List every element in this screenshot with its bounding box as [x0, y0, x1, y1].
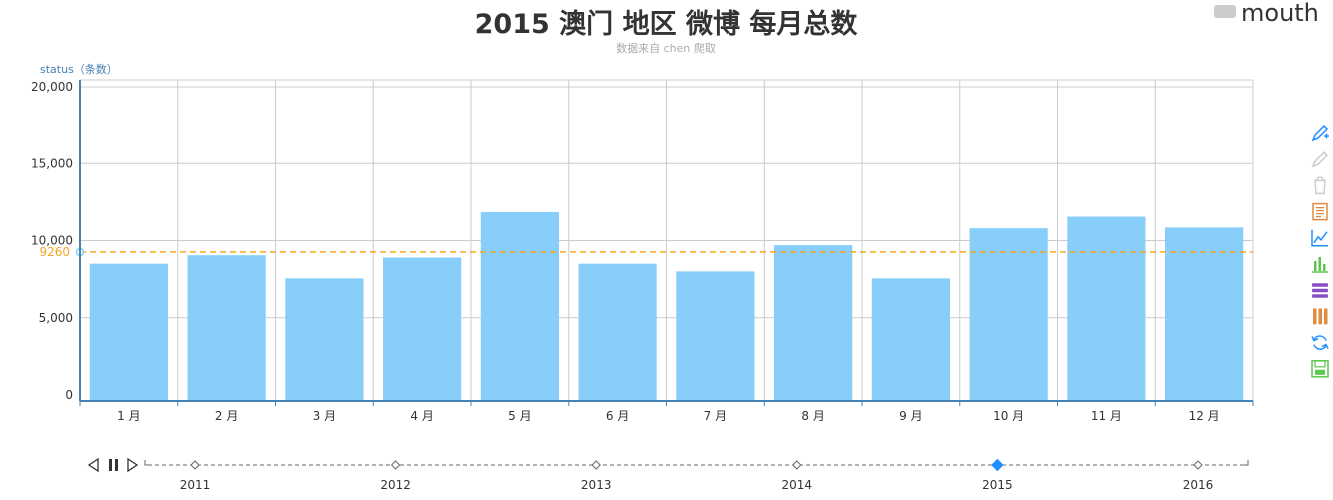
y-tick-label: 0 [65, 388, 73, 402]
toolbox [1311, 124, 1329, 378]
refresh-arrows [1311, 336, 1329, 349]
stack-icon[interactable] [1312, 283, 1328, 298]
mark-line-label: 9260 [39, 245, 70, 259]
timeline-year-label[interactable]: 2014 [782, 478, 813, 492]
bar-series [89, 211, 1244, 401]
bar[interactable] [89, 263, 168, 401]
bar-shape [1323, 264, 1326, 271]
bar-shape [1314, 261, 1317, 271]
bar[interactable] [871, 278, 950, 401]
bar-shape [1318, 257, 1321, 271]
timeline-pause-icon[interactable] [115, 459, 118, 471]
bar[interactable] [383, 257, 462, 401]
timeline-point[interactable] [1193, 460, 1203, 470]
timeline-year-label[interactable]: 2016 [1183, 478, 1214, 492]
x-tick-label: 1 月 [117, 409, 140, 423]
stack-bar [1312, 294, 1328, 298]
x-tick-label: 9 月 [899, 409, 922, 423]
timeline-point[interactable] [991, 458, 1004, 472]
bin-shape [1314, 176, 1326, 195]
disk-slot [1315, 369, 1325, 375]
bar[interactable] [1067, 216, 1146, 401]
x-tick-label: 10 月 [993, 409, 1024, 423]
timeline-pause-icon[interactable] [109, 459, 112, 471]
x-tick-label: 6 月 [606, 409, 629, 423]
legend-swatch[interactable] [1214, 5, 1236, 18]
timeline-point[interactable] [792, 460, 802, 470]
legend[interactable]: mouth [1214, 0, 1319, 27]
line-chart-icon[interactable] [1311, 229, 1328, 247]
bar[interactable] [578, 263, 657, 401]
axes: 0 5,000 10,000 15,000 20,000 1 月 2 月 3 月 4 月 5 月 6… [31, 80, 1254, 423]
x-tick-label: 3 月 [313, 409, 336, 423]
restore-icon[interactable] [1311, 335, 1329, 350]
x-tick-label: 12 月 [1189, 409, 1220, 423]
timeline-start-bracket [144, 460, 149, 466]
timeline-year-label[interactable]: 2015 [982, 478, 1013, 492]
timeline-point[interactable] [390, 460, 401, 470]
x-tick-label: 8 月 [801, 409, 824, 423]
bar[interactable] [285, 278, 364, 401]
mark-undo-icon[interactable] [1311, 151, 1329, 168]
timeline-point[interactable] [591, 460, 601, 470]
timeline-point[interactable] [190, 460, 200, 470]
y-tick-label: 10,000 [31, 234, 73, 248]
bar[interactable] [774, 245, 853, 401]
mark-pen-icon[interactable] [1311, 124, 1329, 142]
disk-label [1314, 360, 1326, 368]
timeline-year-label[interactable]: 2011 [180, 478, 211, 492]
bar[interactable] [1165, 227, 1244, 401]
x-tick-label: 7 月 [704, 409, 727, 423]
plus-shape [1324, 133, 1329, 139]
timeline-prev-icon[interactable] [87, 457, 99, 473]
tiled-icon[interactable] [1313, 308, 1328, 325]
mark-clear-icon[interactable] [1314, 176, 1326, 195]
save-image-icon[interactable] [1311, 360, 1329, 378]
x-tick-label: 4 月 [410, 409, 433, 423]
bar-chart-icon[interactable] [1312, 257, 1328, 273]
tile-bar [1313, 308, 1317, 325]
timeline-year-label[interactable]: 2013 [581, 478, 612, 492]
tile-bar [1324, 308, 1328, 325]
x-tick-label: 2 月 [215, 409, 238, 423]
timeline-end-bracket [1244, 460, 1249, 466]
chart-subtitle: 数据来自 chen 爬取 [616, 41, 716, 55]
bar[interactable] [969, 228, 1048, 401]
doc-shape [1312, 202, 1328, 221]
stack-bar [1312, 288, 1328, 293]
bar[interactable] [480, 211, 559, 401]
data-view-icon[interactable] [1312, 202, 1328, 221]
y-tick-label: 20,000 [31, 80, 73, 94]
y-tick-label: 5,000 [39, 311, 73, 325]
bar[interactable] [676, 271, 755, 401]
grid [80, 79, 1254, 401]
timeline-next-icon[interactable] [127, 457, 139, 473]
x-tick-label: 5 月 [508, 409, 531, 423]
chart-title: 2015 澳门 地区 微博 每月总数 [475, 8, 859, 40]
doc-lines [1316, 207, 1324, 218]
x-tick-label: 11 月 [1091, 409, 1122, 423]
refresh-arcs [1313, 335, 1327, 350]
timeline: 2011 2012 2013 2014 2015 2016 [87, 457, 1249, 492]
y-tick-label: 15,000 [31, 156, 73, 170]
axes-shape [1311, 229, 1328, 247]
y-axis-label: status（条数） [40, 62, 118, 76]
pen-shape [1311, 124, 1329, 142]
stack-bar [1312, 283, 1328, 287]
legend-label[interactable]: mouth [1241, 0, 1319, 27]
tile-bar [1318, 308, 1322, 325]
pen-shape [1311, 151, 1329, 168]
bar[interactable] [187, 255, 266, 401]
timeline-year-label[interactable]: 2012 [380, 478, 411, 492]
line-shape [1313, 231, 1328, 244]
